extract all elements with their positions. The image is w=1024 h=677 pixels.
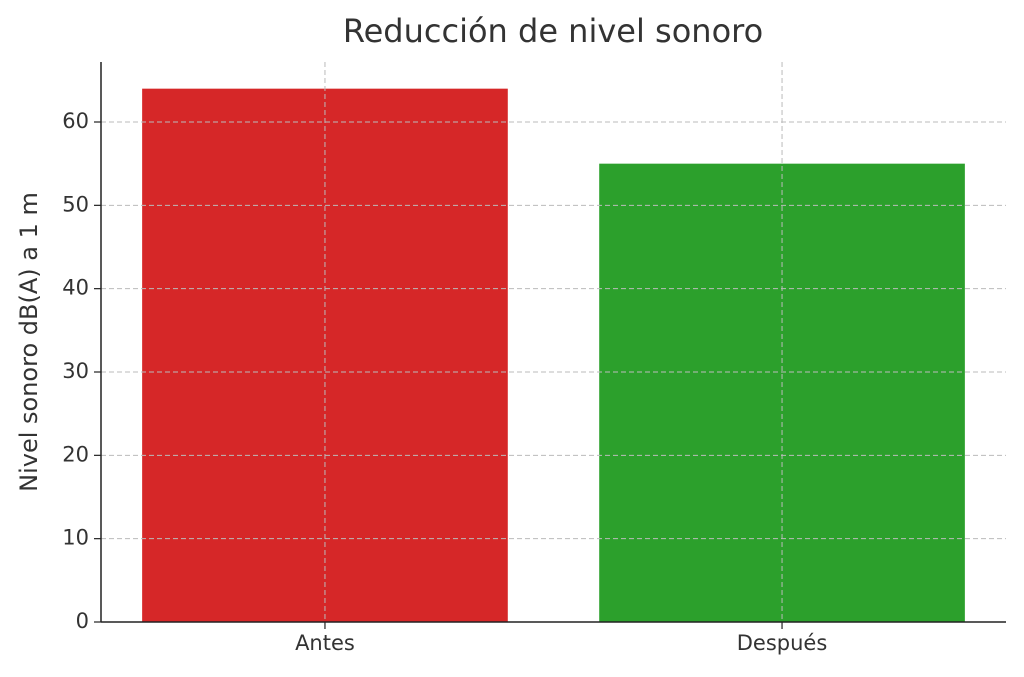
y-tick-label: 10: [62, 526, 89, 550]
y-tick-label: 40: [62, 276, 89, 300]
y-tick-label: 30: [62, 359, 89, 383]
y-tick-label: 20: [62, 442, 89, 466]
y-axis-label: Nivel sonoro dB(A) a 1 m: [15, 192, 43, 492]
x-tick-label: Antes: [295, 631, 355, 655]
y-tick-label: 50: [62, 192, 89, 216]
x-tick-label: Después: [737, 631, 828, 655]
chart-title: Reducción de nivel sonoro: [343, 12, 763, 50]
y-tick-label: 60: [62, 109, 89, 133]
y-tick-label: 0: [76, 609, 89, 633]
